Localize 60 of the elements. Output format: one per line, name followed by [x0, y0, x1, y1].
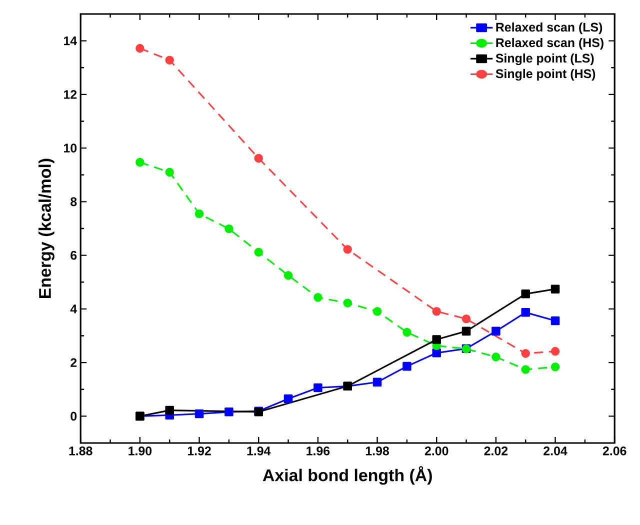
point [194, 409, 204, 418]
point [550, 284, 560, 294]
x-tick-label: 2.02 [484, 446, 508, 456]
x-tick-label: 1.88 [69, 446, 92, 456]
point [314, 383, 322, 392]
point [550, 346, 560, 356]
point [165, 406, 174, 415]
point [136, 158, 144, 167]
x-tick-label: 1.94 [247, 446, 271, 456]
y-tick-label: 12 [64, 90, 77, 99]
point [224, 224, 234, 234]
legend-label: Single point (LS) [496, 53, 594, 66]
point [492, 326, 500, 336]
point [402, 328, 412, 337]
y-tick-label: 4 [70, 304, 78, 314]
legend-label: Single point (HS) [496, 68, 596, 81]
point [165, 168, 174, 177]
point [136, 44, 144, 53]
point [492, 352, 500, 362]
point [343, 298, 352, 308]
x-axis-title: Axial bond length (Å) [262, 466, 432, 485]
y-tick-label: 0 [70, 412, 77, 421]
y-tick-label: 2 [70, 358, 77, 367]
point [432, 335, 441, 344]
point [372, 378, 382, 387]
point [254, 248, 263, 256]
point [372, 306, 382, 316]
x-tick-label: 1.96 [306, 446, 330, 456]
point [462, 314, 471, 324]
point [521, 365, 530, 374]
y-tick-label: 8 [70, 197, 77, 206]
x-tick-label: 1.90 [128, 446, 152, 456]
x-tick-label: 2.04 [544, 446, 568, 456]
x-tick-label: 1.98 [366, 446, 390, 456]
point [284, 394, 293, 404]
point [343, 245, 352, 254]
point [194, 209, 204, 218]
y-tick-label: 14 [64, 36, 78, 46]
point [224, 408, 234, 416]
x-tick-label: 1.92 [188, 446, 211, 456]
point [550, 316, 560, 326]
point [521, 308, 530, 317]
point [432, 348, 441, 358]
legend-label: Relaxed scan (LS) [496, 22, 602, 34]
point [550, 362, 560, 372]
point [402, 362, 412, 371]
legend-label: Relaxed scan (HS) [496, 38, 604, 50]
x-tick-label: 2.00 [424, 446, 448, 456]
point [254, 154, 263, 163]
point [284, 271, 293, 280]
y-axis-title: Energy (kcal/mol) [38, 158, 54, 298]
point [165, 56, 174, 64]
point [462, 326, 471, 336]
point [521, 349, 530, 358]
point [314, 293, 322, 302]
y-tick-label: 6 [70, 250, 77, 260]
y-tick-label: 10 [64, 144, 77, 152]
point [432, 306, 441, 316]
x-tick-label: 2.06 [602, 446, 626, 456]
point [521, 290, 530, 298]
